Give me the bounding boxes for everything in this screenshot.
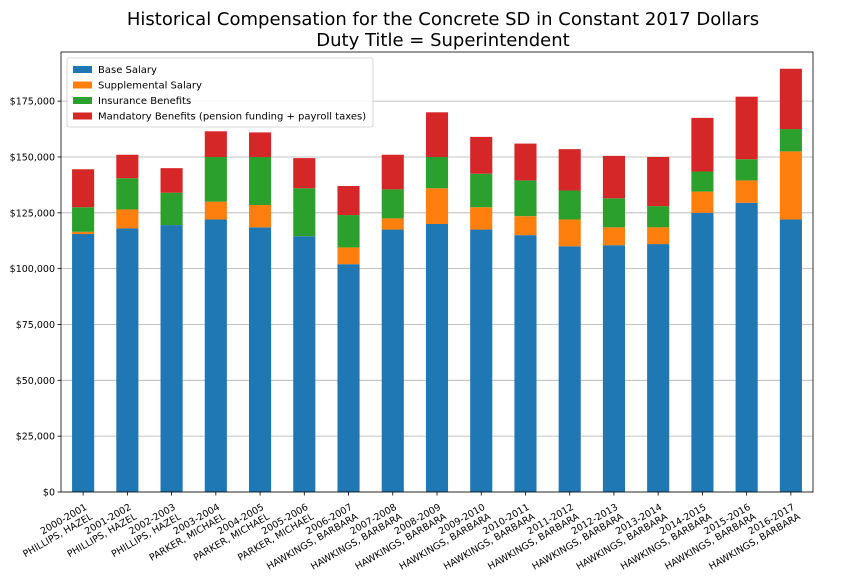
bar-segment bbox=[647, 244, 670, 492]
bar-segment bbox=[293, 236, 316, 492]
bar-segment bbox=[249, 156, 272, 205]
bar-segment bbox=[470, 229, 493, 492]
bar-segment bbox=[204, 201, 227, 220]
y-tick-label: $75,000 bbox=[16, 320, 55, 331]
legend: Base Salary Supplemental Salary Insurance … bbox=[66, 57, 374, 128]
bar-segment bbox=[735, 159, 758, 181]
chart-subtitle: Duty Title = Superintendent bbox=[316, 30, 569, 51]
bar-segment bbox=[381, 189, 404, 219]
bar-segment bbox=[381, 154, 404, 190]
bar-segment bbox=[204, 131, 227, 157]
bar-segment bbox=[425, 156, 449, 189]
bar-segment bbox=[514, 143, 537, 181]
bar-segment bbox=[337, 215, 360, 248]
legend-label: Supplemental Salary bbox=[98, 81, 202, 92]
bar-segment bbox=[514, 235, 537, 492]
bar-segment bbox=[160, 192, 183, 226]
legend-swatch bbox=[73, 97, 92, 104]
bar-segment bbox=[425, 112, 449, 157]
bar-segment bbox=[337, 186, 360, 216]
legend-label: Base Salary bbox=[98, 65, 157, 76]
bar-segment bbox=[470, 207, 493, 230]
bar-segment bbox=[381, 229, 404, 492]
bar-segment bbox=[647, 156, 670, 207]
bar-segment bbox=[779, 151, 802, 220]
bar-segment bbox=[514, 216, 537, 236]
bar-segment bbox=[779, 68, 802, 130]
chart-title: Historical Compensation for the Concrete… bbox=[127, 9, 759, 30]
bar-segment bbox=[160, 225, 183, 493]
bar-segment bbox=[204, 156, 227, 202]
bar-segment bbox=[425, 223, 449, 493]
bar-segment bbox=[470, 136, 493, 174]
bar-segment bbox=[691, 212, 714, 492]
legend-swatch bbox=[73, 66, 92, 73]
bar-segment bbox=[735, 202, 758, 493]
bar-segment bbox=[691, 171, 714, 192]
y-tick-label: $25,000 bbox=[16, 432, 55, 443]
bar-segment bbox=[381, 218, 404, 230]
bar-segment bbox=[558, 219, 581, 247]
bar-segment bbox=[249, 204, 272, 228]
bar-segment bbox=[293, 158, 316, 189]
y-axis-ticks: $0 $25,000 $50,000 $75,000 $100,000 $125,000 $… bbox=[10, 97, 61, 499]
bar-segment bbox=[72, 234, 95, 492]
bar-segment bbox=[735, 96, 758, 160]
y-tick-label: $150,000 bbox=[10, 152, 55, 163]
bar-segment bbox=[470, 173, 493, 208]
bar-segment bbox=[72, 231, 95, 235]
bar-segment bbox=[160, 168, 183, 193]
bar-segment bbox=[647, 206, 670, 228]
bar-segment bbox=[72, 207, 95, 232]
bar-segment bbox=[116, 154, 139, 179]
y-tick-label: $125,000 bbox=[10, 208, 55, 219]
bar-segment bbox=[602, 245, 625, 492]
bar-segment bbox=[691, 117, 714, 172]
bar-segment bbox=[425, 188, 449, 224]
bar-segment bbox=[249, 227, 272, 492]
bar-segment bbox=[558, 246, 581, 492]
bar-segment bbox=[602, 198, 625, 228]
y-tick-label: $175,000 bbox=[10, 97, 55, 108]
bar-segment bbox=[116, 209, 139, 229]
bar-segment bbox=[116, 178, 139, 210]
bar-segment bbox=[691, 191, 714, 213]
y-tick-label: $0 bbox=[43, 488, 55, 499]
bar-segment bbox=[602, 155, 625, 199]
bar-segment bbox=[72, 169, 95, 208]
y-tick-label: $100,000 bbox=[10, 264, 55, 275]
bar-segment bbox=[293, 188, 316, 237]
bar-segment bbox=[647, 227, 670, 245]
bars bbox=[72, 68, 802, 493]
bar-segment bbox=[116, 228, 139, 492]
bar-segment bbox=[779, 129, 802, 152]
legend-box bbox=[66, 57, 374, 128]
bar-segment bbox=[735, 180, 758, 203]
bar-segment bbox=[204, 219, 227, 492]
legend-swatch bbox=[73, 112, 92, 120]
bar-segment bbox=[602, 227, 625, 246]
bar-segment bbox=[337, 247, 360, 265]
legend-swatch bbox=[73, 81, 92, 89]
bar-segment bbox=[779, 219, 802, 492]
legend-label: Mandatory Benefits (pension funding + pa… bbox=[98, 112, 366, 123]
bar-segment bbox=[249, 132, 272, 157]
bar-segment bbox=[337, 264, 360, 492]
bar-segment bbox=[558, 190, 581, 220]
legend-label: Insurance Benefits bbox=[98, 96, 191, 107]
y-tick-label: $50,000 bbox=[16, 376, 55, 387]
bar-segment bbox=[514, 180, 537, 217]
bar-segment bbox=[558, 149, 581, 191]
